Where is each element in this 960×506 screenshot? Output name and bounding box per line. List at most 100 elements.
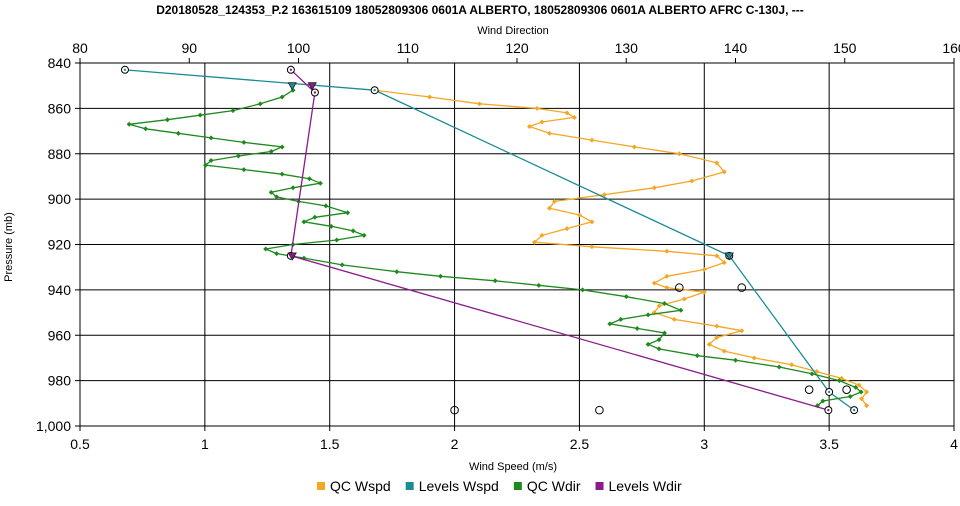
- data-point: [208, 158, 214, 164]
- series-line: [290, 69, 829, 411]
- y-tick-label: 860: [48, 100, 72, 116]
- data-point-core: [313, 91, 317, 94]
- data-point: [661, 330, 667, 336]
- data-point: [126, 121, 132, 127]
- x-tick-label: 2.5: [570, 436, 590, 452]
- x-tick-label: 4: [950, 436, 958, 452]
- data-point: [664, 285, 670, 291]
- y-axis-label: Pressure (mb): [3, 212, 15, 282]
- data-point: [328, 223, 334, 229]
- data-point: [551, 198, 557, 204]
- data-point: [323, 203, 329, 209]
- data-point: [864, 403, 870, 409]
- series-line: [374, 89, 868, 406]
- data-point: [618, 316, 624, 322]
- data-point: [858, 389, 864, 395]
- triangle-marker: [287, 252, 297, 261]
- data-point: [856, 382, 862, 388]
- series-layer: [120, 65, 870, 415]
- data-point: [656, 337, 662, 343]
- triangle-marker: [307, 82, 317, 91]
- open-circle-marker: [675, 283, 684, 292]
- data-point: [257, 101, 263, 107]
- data-point: [714, 160, 720, 166]
- data-point: [631, 144, 637, 150]
- data-point: [701, 266, 707, 272]
- data-point: [676, 151, 682, 157]
- data-point: [334, 237, 340, 243]
- series-qc-wdir: [126, 87, 864, 409]
- data-point: [230, 108, 236, 114]
- x2-tick-label: 90: [181, 40, 197, 56]
- data-point: [339, 262, 345, 268]
- data-point: [274, 194, 280, 200]
- x2-tick-label: 160: [942, 40, 960, 56]
- data-point: [197, 112, 203, 118]
- data-point: [601, 192, 607, 198]
- data-point: [539, 232, 545, 238]
- series-line: [124, 69, 855, 411]
- data-point: [175, 130, 181, 136]
- triangle-marker: [724, 252, 734, 261]
- data-point: [536, 282, 542, 288]
- data-point: [721, 169, 727, 175]
- data-point: [721, 260, 727, 266]
- data-point: [694, 353, 700, 359]
- data-point: [241, 167, 247, 173]
- data-point: [859, 396, 865, 402]
- data-point: [394, 269, 400, 275]
- data-point: [689, 178, 695, 184]
- x-tick-label: 3.5: [819, 436, 839, 452]
- data-point: [312, 214, 318, 220]
- legend-swatch: [317, 482, 325, 490]
- data-point: [589, 137, 595, 143]
- open-circle-marker: [450, 405, 459, 415]
- data-point: [301, 219, 307, 225]
- data-point: [576, 212, 582, 218]
- data-point: [427, 94, 433, 100]
- data-point: [864, 389, 870, 395]
- data-point: [492, 278, 498, 284]
- data-point: [706, 341, 712, 347]
- data-point: [143, 126, 149, 132]
- x2-tick-label: 110: [397, 40, 420, 56]
- data-point: [546, 130, 552, 136]
- data-point-core: [289, 68, 293, 72]
- legend: QC Wspd Levels Wspd QC Wdir Levels Wdir: [317, 478, 682, 494]
- data-point: [661, 300, 667, 306]
- data-point: [526, 124, 532, 130]
- data-point: [853, 384, 859, 390]
- y-tick-label: 840: [48, 55, 72, 71]
- data-point: [789, 362, 795, 368]
- data-point: [820, 398, 826, 404]
- data-point: [546, 205, 552, 211]
- data-point: [634, 325, 640, 331]
- data-point: [589, 244, 595, 250]
- y-tick-label: 1,000: [36, 418, 71, 434]
- open-circle-marker: [595, 405, 604, 415]
- data-point: [733, 357, 738, 363]
- data-point: [477, 101, 483, 107]
- data-point: [651, 280, 657, 286]
- data-point: [664, 248, 670, 254]
- data-point: [438, 273, 444, 279]
- data-point: [564, 110, 570, 116]
- open-circle-marker: [737, 283, 747, 292]
- data-point: [306, 176, 312, 182]
- x2-tick-label: 100: [287, 40, 311, 56]
- data-point: [678, 307, 684, 313]
- x-tick-label: 2: [451, 436, 459, 452]
- data-point: [241, 139, 247, 145]
- x2-tick-label: 130: [615, 40, 639, 56]
- data-point: [290, 185, 296, 191]
- data-point: [203, 162, 209, 168]
- plot-border: [79, 62, 955, 427]
- data-point: [345, 210, 351, 216]
- x2-tick-label: 80: [72, 40, 88, 56]
- x-tick-label: 1.5: [320, 436, 340, 452]
- data-point-core: [373, 89, 376, 92]
- x-tick-label: 1: [201, 436, 209, 452]
- data-point-core: [827, 408, 830, 412]
- legend-swatch: [513, 482, 522, 490]
